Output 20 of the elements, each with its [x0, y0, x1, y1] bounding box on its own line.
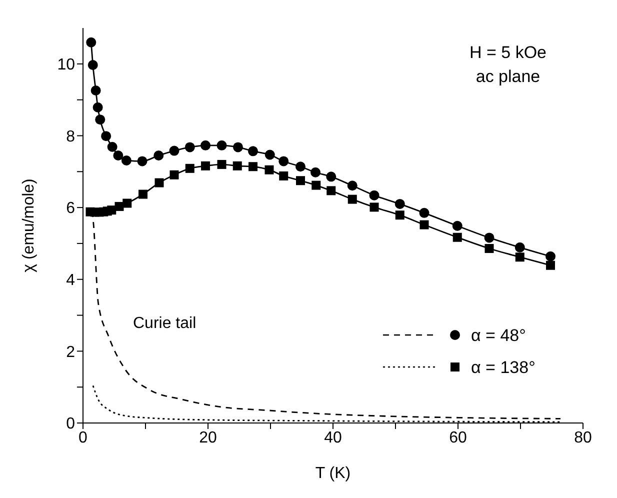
legend-label: α = 48° — [471, 326, 526, 345]
legend-key: α = 48° — [383, 326, 526, 345]
annotation: ac plane — [476, 67, 540, 86]
x-tick-label: 40 — [324, 429, 342, 446]
legend-key: α = 138° — [383, 358, 536, 377]
legend-label: α = 138° — [471, 358, 536, 377]
annotation: H = 5 kOe — [469, 43, 547, 62]
y-tick-label: 2 — [66, 344, 76, 361]
x-tick-label: 20 — [199, 429, 217, 446]
y-tick-label: 4 — [66, 272, 76, 290]
annotation: Curie tail — [133, 315, 196, 332]
y-tick-label: 0 — [66, 416, 76, 433]
y-axis-title: χ (emu/mole) — [20, 178, 38, 272]
y-tick-label: 8 — [66, 128, 76, 146]
x-axis-title: T (K) — [315, 465, 351, 482]
y-tick-label: 10 — [57, 56, 76, 74]
x-tick-label: 60 — [449, 429, 467, 446]
y-tick-label: 6 — [66, 200, 76, 218]
x-tick-label: 80 — [574, 429, 592, 446]
x-tick-label: 0 — [78, 429, 88, 446]
